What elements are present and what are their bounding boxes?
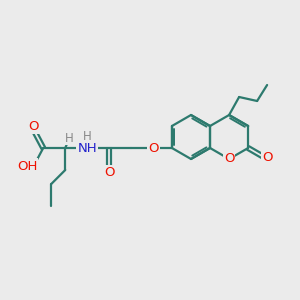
Text: O: O: [148, 142, 158, 154]
Text: H: H: [65, 131, 74, 145]
Text: O: O: [28, 119, 38, 133]
Text: NH: NH: [77, 142, 97, 154]
Text: O: O: [104, 166, 115, 179]
Text: O: O: [224, 152, 234, 166]
Text: OH: OH: [17, 160, 38, 172]
Text: O: O: [262, 151, 273, 164]
Text: H: H: [83, 130, 92, 142]
